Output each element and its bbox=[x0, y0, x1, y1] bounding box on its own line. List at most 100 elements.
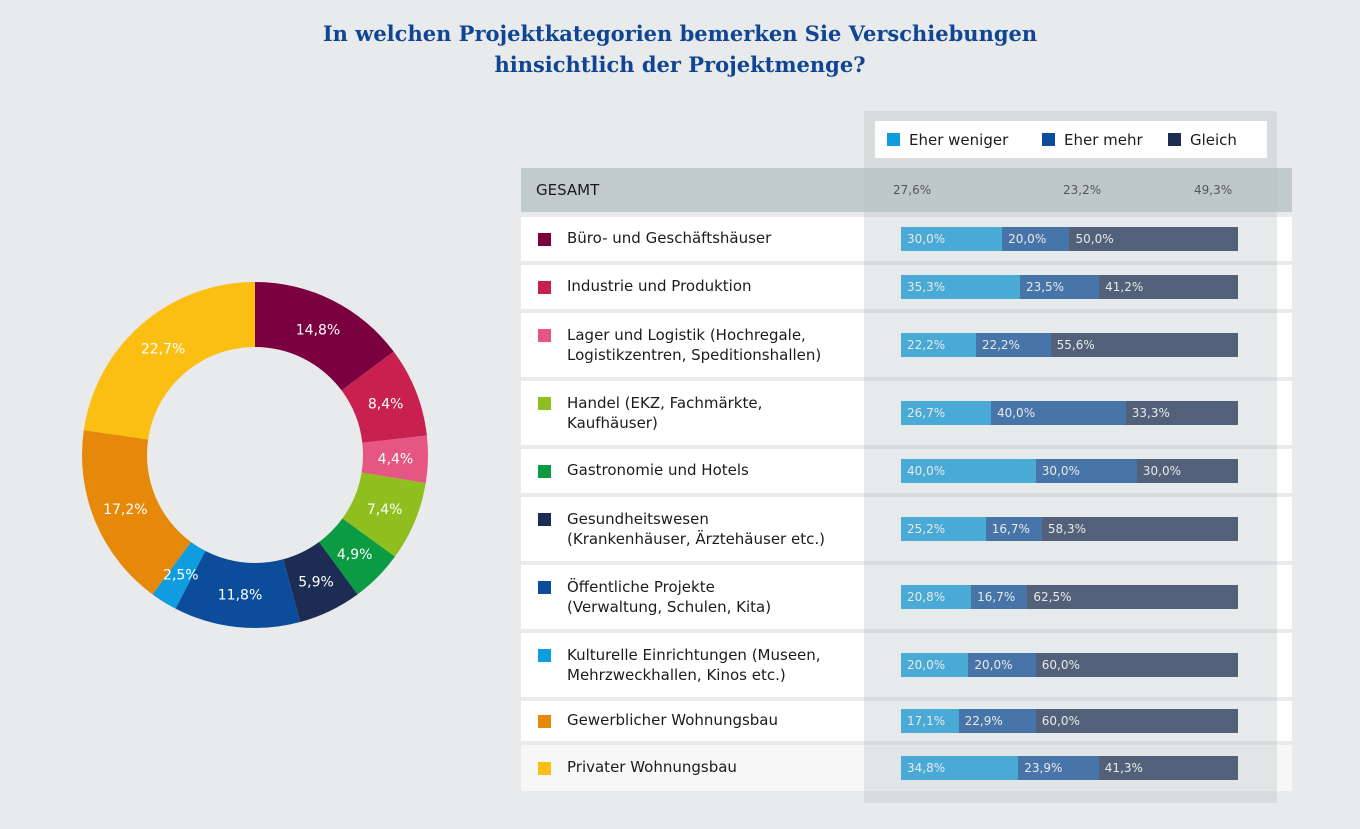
bar-segment-eher-weniger: 34,8% bbox=[901, 756, 1019, 780]
category-row: Öffentliche Projekte (Verwaltung, Schulen… bbox=[521, 565, 1292, 629]
category-label-line: Kulturelle Einrichtungen (Museen, bbox=[567, 646, 821, 664]
donut-slice-2 bbox=[361, 435, 428, 484]
category-label: Kulturelle Einrichtungen (Museen, Mehrzwe… bbox=[567, 645, 821, 685]
category-label: Gesundheitswesen (Krankenhäuser, Ärztehäu… bbox=[567, 509, 825, 549]
category-swatch bbox=[538, 465, 551, 478]
bar-segment-eher-mehr: 22,2% bbox=[975, 333, 1051, 357]
donut-slice-label: 17,2% bbox=[103, 502, 147, 518]
bar-segment-gleich: 55,6% bbox=[1050, 333, 1238, 357]
bar-segment-eher-mehr: 20,0% bbox=[968, 653, 1036, 677]
bar-segment-eher-mehr: 16,7% bbox=[971, 585, 1028, 609]
category-label: Handel (EKZ, Fachmärkte, Kaufhäuser) bbox=[567, 393, 762, 433]
donut-slice-label: 2,5% bbox=[163, 567, 199, 583]
donut-slice-label: 14,8% bbox=[296, 322, 340, 338]
donut-slice-1 bbox=[341, 351, 427, 443]
total-value-gleich: 49,3% bbox=[1194, 183, 1233, 197]
chart-title-line-1: In welchen Projektkategorien bemerken Si… bbox=[322, 21, 1038, 46]
bar-segment-gleich: 30,0% bbox=[1136, 459, 1238, 483]
bar-segment-eher-weniger: 20,0% bbox=[901, 653, 969, 677]
category-label-line: Lager und Logistik (Hochregale, bbox=[567, 326, 806, 344]
legend: Eher weniger Eher mehr Gleich bbox=[875, 121, 1267, 158]
category-label: Lager und Logistik (Hochregale, Logistikz… bbox=[567, 325, 821, 365]
category-label: Gewerblicher Wohnungsbau bbox=[567, 710, 778, 730]
legend-item-eher-weniger: Eher weniger bbox=[887, 121, 1008, 158]
bar-segment-eher-mehr: 23,5% bbox=[1019, 275, 1100, 299]
category-label-line: (Verwaltung, Schulen, Kita) bbox=[567, 598, 772, 616]
donut-slice-5 bbox=[283, 541, 358, 623]
category-swatch bbox=[538, 762, 551, 775]
category-label-line: (Krankenhäuser, Ärztehäuser etc.) bbox=[567, 530, 825, 548]
category-row: Privater Wohnungsbau 34,8% 23,9% 41,3% bbox=[521, 745, 1292, 791]
category-label: Industrie und Produktion bbox=[567, 276, 752, 296]
bar-segment-gleich: 60,0% bbox=[1035, 709, 1238, 733]
category-label-line: Büro- und Geschäftshäuser bbox=[567, 229, 772, 247]
category-swatch bbox=[538, 715, 551, 728]
legend-item-gleich: Gleich bbox=[1168, 121, 1237, 158]
donut-slice-3 bbox=[342, 472, 426, 557]
category-label-line: Industrie und Produktion bbox=[567, 277, 752, 295]
donut-slice-label: 8,4% bbox=[368, 396, 404, 412]
bar-segment-gleich: 41,2% bbox=[1099, 275, 1238, 299]
legend-swatch-gleich bbox=[1168, 133, 1181, 146]
legend-item-eher-mehr: Eher mehr bbox=[1042, 121, 1143, 158]
category-row: Handel (EKZ, Fachmärkte, Kaufhäuser) 26,7%… bbox=[521, 381, 1292, 445]
category-row: Büro- und Geschäftshäuser 30,0% 20,0% 50,0% bbox=[521, 217, 1292, 261]
bar-segment-eher-mehr: 30,0% bbox=[1035, 459, 1137, 483]
stacked-bar: 35,3% 23,5% 41,2% bbox=[901, 275, 1238, 299]
stacked-bar: 17,1% 22,9% 60,0% bbox=[901, 709, 1238, 733]
donut-slice-6 bbox=[175, 550, 301, 628]
bar-segment-eher-weniger: 20,8% bbox=[901, 585, 972, 609]
total-row: GESAMT 27,6% 23,2% 49,3% bbox=[521, 168, 1292, 212]
donut-slice-4 bbox=[319, 518, 395, 595]
category-label: Gastronomie und Hotels bbox=[567, 460, 749, 480]
legend-swatch-eher-weniger bbox=[887, 133, 900, 146]
stacked-bar: 20,0% 20,0% 60,0% bbox=[901, 653, 1238, 677]
category-row: Gastronomie und Hotels 40,0% 30,0% 30,0% bbox=[521, 449, 1292, 493]
category-label: Öffentliche Projekte (Verwaltung, Schulen… bbox=[567, 577, 771, 617]
donut-chart: 14,8% 8,4% 4,4% 7,4% 4,9%5,9% 11,8% 2,5% 17,2% 2… bbox=[82, 282, 428, 628]
bar-segment-gleich: 62,5% bbox=[1027, 585, 1238, 609]
category-row: Gewerblicher Wohnungsbau 17,1% 22,9% 60,0% bbox=[521, 701, 1292, 741]
stacked-bar: 25,2% 16,7% 58,3% bbox=[901, 517, 1238, 541]
bar-segment-gleich: 50,0% bbox=[1069, 227, 1238, 251]
category-label-line: Handel (EKZ, Fachmärkte, bbox=[567, 394, 763, 412]
total-value-eher-mehr: 23,2% bbox=[1063, 183, 1102, 197]
category-label-line: Gesundheitswesen bbox=[567, 510, 709, 528]
category-row: Gesundheitswesen (Krankenhäuser, Ärztehäu… bbox=[521, 497, 1292, 561]
category-swatch bbox=[538, 329, 551, 342]
category-label: Büro- und Geschäftshäuser bbox=[567, 228, 771, 248]
bar-segment-gleich: 58,3% bbox=[1041, 517, 1238, 541]
legend-label: Eher weniger bbox=[909, 130, 1009, 149]
bar-segment-gleich: 41,3% bbox=[1098, 756, 1238, 780]
category-label-line: Mehrzweckhallen, Kinos etc.) bbox=[567, 666, 786, 684]
donut-slice-label: 11,8% bbox=[218, 588, 262, 604]
bar-segment-eher-mehr: 22,9% bbox=[958, 709, 1036, 733]
bar-segment-eher-weniger: 25,2% bbox=[901, 517, 986, 541]
donut-slice-label: 4,9% bbox=[337, 547, 373, 563]
stacked-bar: 26,7% 40,0% 33,3% bbox=[901, 401, 1238, 425]
category-swatch bbox=[538, 397, 551, 410]
category-row: Lager und Logistik (Hochregale, Logistikz… bbox=[521, 313, 1292, 377]
category-swatch bbox=[538, 513, 551, 526]
bar-segment-eher-mehr: 16,7% bbox=[985, 517, 1042, 541]
donut-slice-8 bbox=[82, 430, 191, 595]
bar-segment-eher-weniger: 26,7% bbox=[901, 401, 991, 425]
category-label: Privater Wohnungsbau bbox=[567, 757, 737, 777]
category-swatch bbox=[538, 581, 551, 594]
category-label-line: Kaufhäuser) bbox=[567, 414, 658, 432]
bar-segment-eher-mehr: 23,9% bbox=[1018, 756, 1099, 780]
stacked-bar: 30,0% 20,0% 50,0% bbox=[901, 227, 1238, 251]
bar-segment-eher-weniger: 35,3% bbox=[901, 275, 1020, 299]
donut-slice-9 bbox=[83, 282, 255, 440]
chart-title: In welchen Projektkategorien bemerken Si… bbox=[0, 18, 1360, 80]
bar-segment-gleich: 33,3% bbox=[1125, 401, 1238, 425]
bar-segment-eher-mehr: 20,0% bbox=[1002, 227, 1070, 251]
category-swatch bbox=[538, 649, 551, 662]
donut-slice-label: 5,9% bbox=[298, 575, 334, 591]
total-value-eher-weniger: 27,6% bbox=[893, 183, 932, 197]
category-swatch bbox=[538, 281, 551, 294]
bar-segment-gleich: 60,0% bbox=[1035, 653, 1238, 677]
legend-label: Gleich bbox=[1190, 130, 1237, 149]
stacked-bar: 22,2% 22,2% 55,6% bbox=[901, 333, 1238, 357]
bar-segment-eher-weniger: 17,1% bbox=[901, 709, 959, 733]
